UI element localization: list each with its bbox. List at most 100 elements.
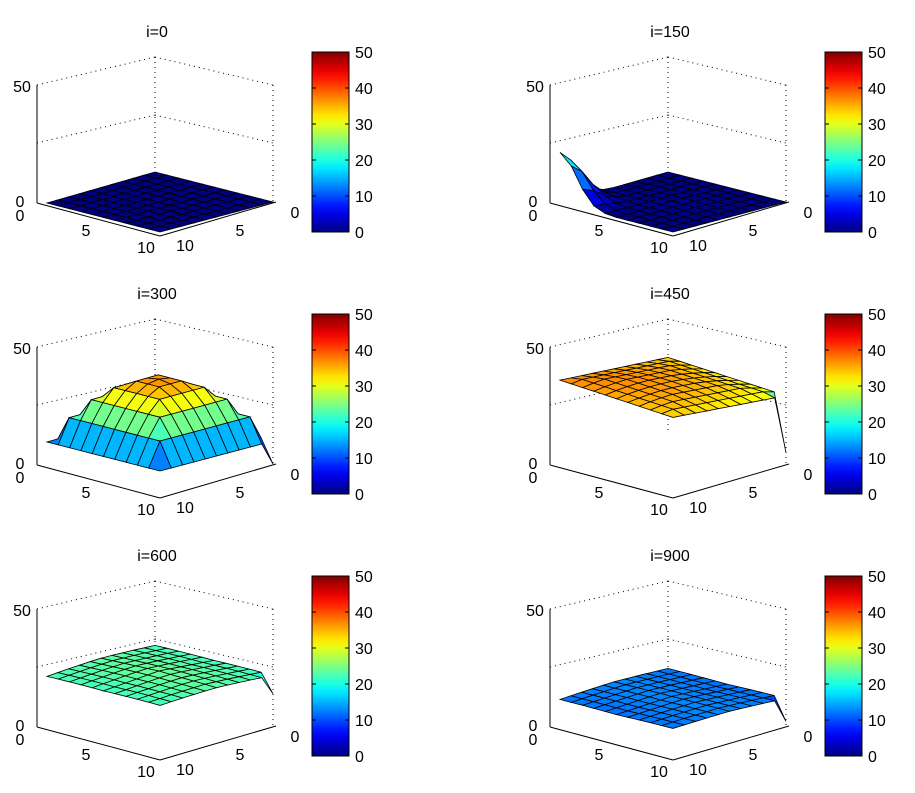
- colorbar-tick-label: 10: [868, 189, 886, 206]
- z-tick-label: 0: [529, 718, 538, 735]
- z-tick-label: 0: [529, 456, 538, 473]
- colorbar: [824, 51, 863, 233]
- surface-patch: [660, 408, 686, 418]
- x-tick-label: 5: [595, 485, 604, 502]
- surface-patch: [147, 698, 173, 706]
- y-axis: [672, 725, 790, 761]
- x-axis: [36, 202, 161, 237]
- colorbar-tick-label: 10: [355, 451, 373, 468]
- panel-title: i=600: [137, 548, 177, 565]
- grid-line: [667, 580, 787, 610]
- colorbar-tick-label: 10: [355, 189, 373, 206]
- surface: [558, 356, 787, 453]
- colorbar-tick-label: 30: [355, 641, 373, 658]
- colorbar-tick-label: 0: [868, 487, 877, 504]
- surface-patch: [570, 165, 595, 191]
- panel-title: i=0: [146, 24, 168, 41]
- colorbar-tick-label: 50: [868, 45, 886, 62]
- grid-line: [154, 318, 274, 348]
- colorbar-tick-label: 50: [355, 569, 373, 586]
- x-axis: [549, 726, 674, 761]
- y-axis: [159, 201, 277, 237]
- grid-line: [36, 56, 156, 86]
- x-tick-label: 5: [82, 747, 91, 764]
- z-tick-label: 0: [16, 456, 25, 473]
- y-tick-label: 10: [689, 238, 707, 255]
- z-tick-label: 50: [526, 79, 544, 96]
- y-tick-label: 0: [291, 205, 300, 222]
- x-tick-label: 10: [650, 764, 668, 781]
- x-tick-label: 0: [16, 732, 25, 749]
- y-tick-label: 0: [804, 205, 813, 222]
- colorbar-tick-label: 40: [868, 343, 886, 360]
- colorbar-tick-label: 20: [868, 153, 886, 170]
- colorbar-tick-label: 50: [868, 569, 886, 586]
- surface-patch: [148, 439, 172, 472]
- colorbar-tick-label: 30: [355, 117, 373, 134]
- z-tick-label: 50: [13, 341, 31, 358]
- x-tick-label: 0: [16, 208, 25, 225]
- z-tick-label: 50: [13, 79, 31, 96]
- z-tick-label: 50: [526, 341, 544, 358]
- x-tick-label: 5: [82, 485, 91, 502]
- colorbar-tick-label: 40: [355, 343, 373, 360]
- colorbar-tick-label: 0: [355, 749, 364, 766]
- y-tick-label: 5: [236, 223, 245, 240]
- y-tick-label: 5: [236, 747, 245, 764]
- x-tick-label: 10: [650, 240, 668, 257]
- colorbar-tick-label: 40: [868, 81, 886, 98]
- panel-title: i=450: [650, 286, 690, 303]
- grid-line: [549, 114, 669, 144]
- x-tick-label: 0: [16, 470, 25, 487]
- y-tick-label: 10: [176, 238, 194, 255]
- y-axis: [672, 463, 790, 499]
- z-tick-label: 50: [13, 603, 31, 620]
- colorbar: [311, 51, 350, 233]
- colorbar-tick-label: 30: [868, 117, 886, 134]
- colorbar-tick-label: 10: [868, 713, 886, 730]
- colorbar: [311, 313, 350, 495]
- colorbar-tick-label: 20: [355, 153, 373, 170]
- y-tick-label: 0: [804, 729, 813, 746]
- grid-line: [154, 580, 274, 610]
- x-tick-label: 5: [82, 223, 91, 240]
- y-tick-label: 10: [689, 500, 707, 517]
- z-tick-label: 50: [526, 603, 544, 620]
- z-tick-label: 0: [16, 194, 25, 211]
- grid-line: [154, 114, 274, 144]
- y-tick-label: 5: [749, 223, 758, 240]
- x-tick-label: 5: [595, 747, 604, 764]
- z-tick-label: 0: [529, 194, 538, 211]
- surface-patch: [147, 225, 173, 233]
- surface-patch: [660, 225, 686, 233]
- y-tick-label: 0: [804, 467, 813, 484]
- panel-title: i=300: [137, 286, 177, 303]
- x-tick-label: 0: [529, 732, 538, 749]
- y-axis: [159, 725, 277, 761]
- y-tick-label: 0: [291, 729, 300, 746]
- y-tick-label: 10: [689, 762, 707, 779]
- x-tick-label: 5: [595, 223, 604, 240]
- x-axis: [36, 464, 161, 499]
- colorbar-tick-label: 0: [355, 487, 364, 504]
- colorbar-tick-label: 20: [868, 677, 886, 694]
- panel-title: i=150: [650, 24, 690, 41]
- grid-line: [36, 114, 156, 144]
- x-tick-label: 10: [650, 502, 668, 519]
- x-tick-label: 10: [137, 764, 155, 781]
- y-axis: [672, 201, 790, 237]
- y-tick-label: 5: [236, 485, 245, 502]
- x-tick-label: 10: [137, 502, 155, 519]
- y-tick-label: 5: [749, 485, 758, 502]
- colorbar-tick-label: 30: [868, 379, 886, 396]
- surface: [558, 667, 787, 729]
- colorbar-tick-label: 30: [868, 641, 886, 658]
- grid-line: [549, 638, 669, 668]
